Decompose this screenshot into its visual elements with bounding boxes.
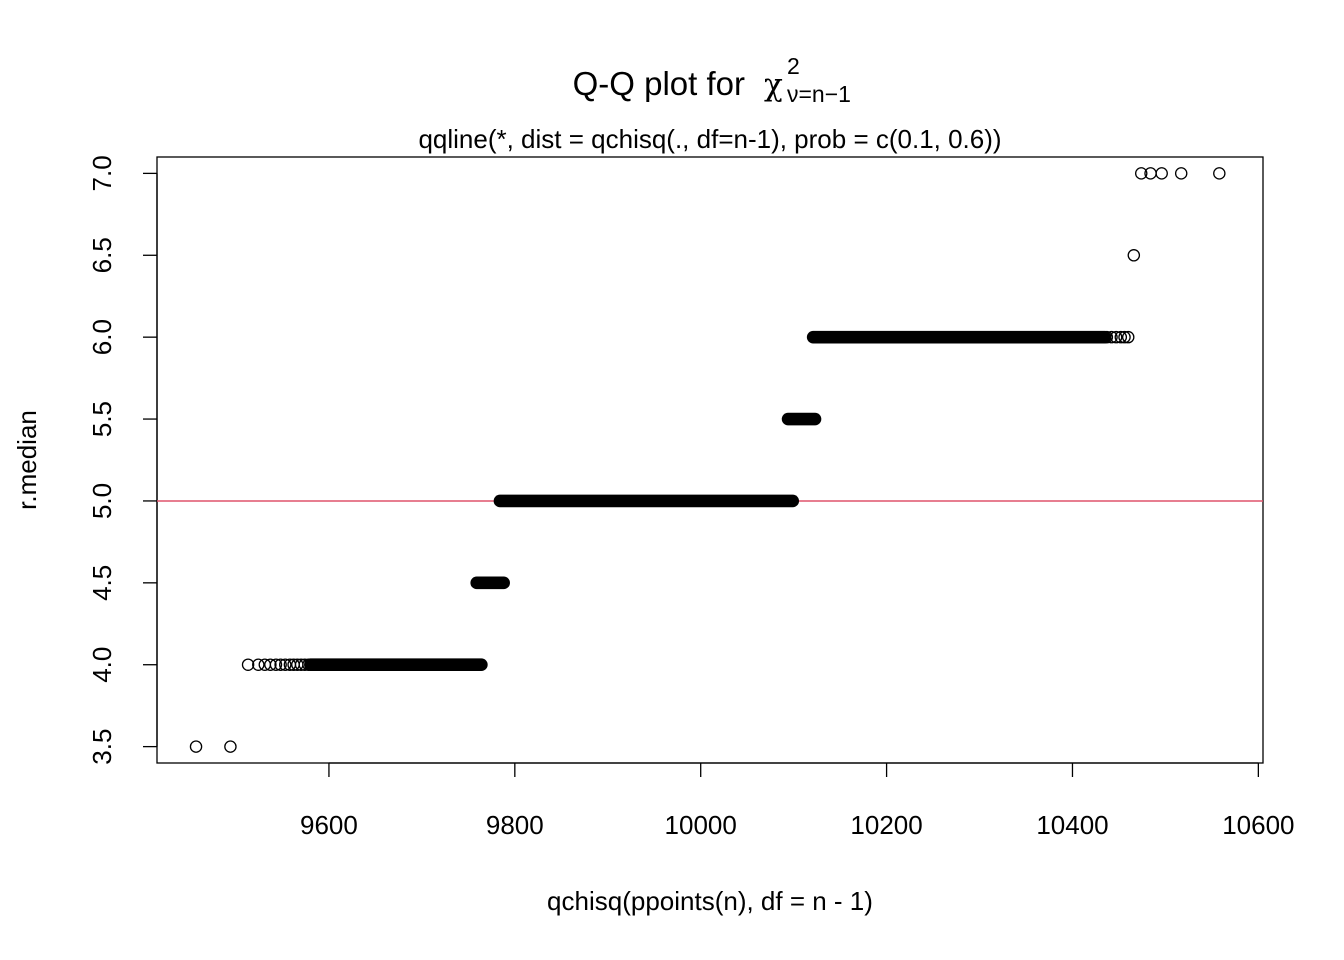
x-tick-label: 9600	[300, 810, 358, 840]
y-tick-label: 4.5	[87, 565, 117, 601]
x-tick-label: 10400	[1036, 810, 1108, 840]
chart-title-subscript: ν=n−1	[787, 81, 851, 107]
y-tick-label: 5.0	[87, 483, 117, 519]
data-point	[274, 658, 287, 671]
y-tick-label: 6.0	[87, 319, 117, 355]
data-point	[1155, 167, 1168, 180]
x-axis: 9600 9800 10000 10200 10400 10600	[300, 762, 1295, 840]
chart-title-text: Q-Q plot for	[573, 65, 745, 102]
data-point	[189, 740, 203, 753]
data-point	[1127, 249, 1141, 262]
data-point	[1134, 167, 1148, 180]
data-point	[1114, 330, 1128, 344]
x-axis-label: qchisq(ppoints(n), df = n - 1)	[547, 886, 873, 916]
data-point	[1213, 167, 1226, 180]
data-point	[252, 658, 265, 671]
y-axis-label: r.median	[12, 410, 42, 510]
chart-title-superscript: 2	[787, 53, 800, 79]
data-point	[1118, 330, 1131, 344]
plot-frame	[156, 156, 1264, 764]
y-tick-label: 7.0	[87, 155, 117, 191]
y-tick-label: 5.5	[87, 401, 117, 437]
data-point	[224, 740, 237, 753]
data-point	[264, 658, 277, 671]
x-tick-label: 10000	[665, 810, 737, 840]
y-tick-label: 4.0	[87, 647, 117, 683]
data-point	[269, 658, 283, 671]
chart-title-chi-symbol: χ	[764, 67, 783, 103]
x-tick-label: 9800	[486, 810, 544, 840]
chart-subtitle: qqline(*, dist = qchisq(., df=n-1), prob…	[418, 124, 1001, 154]
data-point	[241, 658, 255, 671]
x-tick-label: 10600	[1222, 810, 1294, 840]
data-points	[189, 167, 1226, 753]
data-point	[279, 658, 292, 671]
chart-title: Q-Q plot for χ 2 ν=n−1	[573, 53, 851, 107]
y-tick-label: 6.5	[87, 237, 117, 273]
x-tick-label: 10200	[850, 810, 922, 840]
data-point	[1121, 330, 1135, 344]
y-axis: 3.5 4.0 4.5 5.0 5.5 6.0 6.5 7.0	[87, 155, 158, 765]
data-point	[1174, 167, 1188, 180]
y-tick-label: 3.5	[87, 729, 117, 765]
